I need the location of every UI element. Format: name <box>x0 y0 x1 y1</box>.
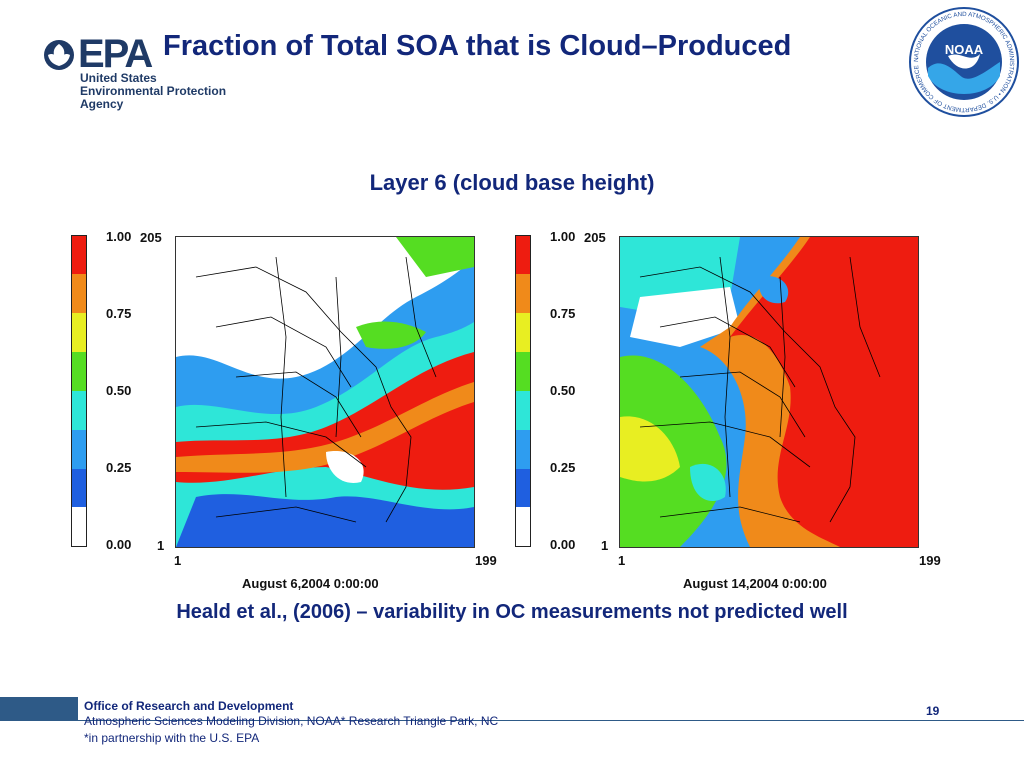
x-axis-left-label: 1 <box>174 553 182 568</box>
colorbar-tick-label: 0.25 <box>550 460 576 475</box>
page-number: 19 <box>926 704 940 718</box>
colorbar-segment <box>72 391 86 430</box>
noaa-center-text: NOAA <box>945 42 984 57</box>
epa-line-3: Agency <box>80 97 124 111</box>
footer-divider <box>78 720 1024 721</box>
y-axis-top-label: 205 <box>140 230 162 245</box>
colorbar-segment <box>516 313 530 352</box>
colorbar-tick-label: 1.00 <box>550 229 576 244</box>
x-axis-right-label: 199 <box>475 553 497 568</box>
colorbar-segment <box>516 469 530 507</box>
footer-office: Office of Research and Development <box>84 699 294 713</box>
colorbar-tick-label: 0.75 <box>106 306 132 321</box>
map-right <box>619 236 919 548</box>
colorbar-left <box>71 235 87 547</box>
colorbar-right <box>515 235 531 547</box>
colorbar-segment <box>72 313 86 352</box>
colorbar-segment <box>72 469 86 507</box>
colorbar-tick-label: 1.00 <box>106 229 132 244</box>
epa-line-1: United States <box>80 71 157 85</box>
colorbar-segment <box>516 236 530 274</box>
map-right-field <box>620 237 918 547</box>
x-axis-left-label: 1 <box>618 553 626 568</box>
colorbar-segment <box>72 236 86 274</box>
colorbar-segment <box>516 430 530 469</box>
map-date-label: August 6,2004 0:00:00 <box>242 576 379 591</box>
colorbar-segment <box>72 274 86 313</box>
epa-logo: EPA United States Environmental Protecti… <box>42 32 232 112</box>
colorbar-segment <box>516 352 530 391</box>
footer-bar <box>0 697 78 721</box>
epa-flower-icon <box>44 40 74 70</box>
footer-note: *in partnership with the U.S. EPA <box>84 731 260 745</box>
colorbar-tick-label: 0.50 <box>550 383 576 398</box>
colorbar-segment <box>72 507 86 546</box>
map-left-field <box>176 237 474 547</box>
colorbar-tick-label: 0.50 <box>106 383 132 398</box>
colorbar-tick-label: 0.25 <box>106 460 132 475</box>
slide-subtitle: Layer 6 (cloud base height) <box>369 170 655 195</box>
colorbar-segment <box>72 352 86 391</box>
slide-title: Fraction of Total SOA that is Cloud–Prod… <box>163 30 792 62</box>
colorbar-tick-label: 0.75 <box>550 306 576 321</box>
epa-line-2: Environmental Protection <box>80 84 227 98</box>
y-axis-bottom-label: 1 <box>601 538 609 553</box>
colorbar-segment <box>72 430 86 469</box>
colorbar-tick-label: 0.00 <box>550 537 576 552</box>
x-axis-right-label: 199 <box>919 553 941 568</box>
map-date-label: August 14,2004 0:00:00 <box>683 576 827 591</box>
y-axis-bottom-label: 1 <box>157 538 165 553</box>
noaa-logo: NOAA NATIONAL OCEANIC AND ATMOSPHERIC AD… <box>909 7 1019 117</box>
y-axis-top-label: 205 <box>584 230 606 245</box>
colorbar-tick-label: 0.00 <box>106 537 132 552</box>
slide-caption: Heald et al., (2006) – variability in OC… <box>176 601 848 623</box>
colorbar-segment <box>516 507 530 546</box>
colorbar-segment <box>516 391 530 430</box>
epa-wordmark: EPA <box>78 32 153 76</box>
footer-division: Atmospheric Sciences Modeling Division, … <box>84 714 499 728</box>
colorbar-segment <box>516 274 530 313</box>
map-left <box>175 236 475 548</box>
